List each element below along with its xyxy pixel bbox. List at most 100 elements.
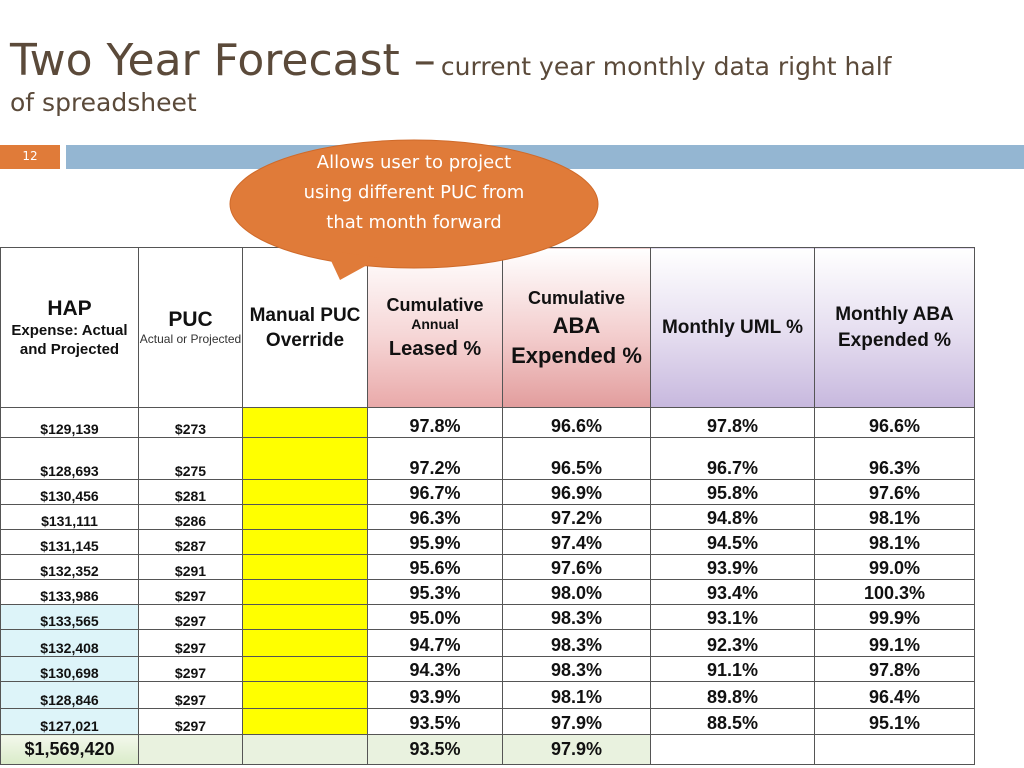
- callout-text: Allows user to project using different P…: [303, 152, 525, 233]
- cell-monthly-aba: 96.4%: [814, 681, 975, 709]
- cell-monthly-aba: 99.0%: [814, 554, 975, 580]
- table-row: $130,456 $281 96.7% 96.9% 95.8% 97.6%: [0, 479, 975, 505]
- slide-title: Two Year Forecast – current year monthly…: [10, 36, 1014, 117]
- cell-monthly-uml: 93.1%: [650, 604, 815, 630]
- cell-monthly-uml: 95.8%: [650, 479, 815, 505]
- header-cum-leased-l3: Leased %: [388, 337, 482, 360]
- header-monthly-aba: Monthly ABA Expended %: [814, 247, 975, 408]
- cell-monthly-aba: 99.1%: [814, 629, 975, 657]
- cell-cumulative-aba: 97.4%: [502, 529, 651, 555]
- cell-hap: $130,698: [0, 656, 139, 682]
- table-row: $132,408 $297 94.7% 98.3% 92.3% 99.1%: [0, 629, 975, 657]
- total-manual: [242, 734, 368, 765]
- cell-puc: $286: [138, 504, 243, 530]
- cell-monthly-aba: 98.1%: [814, 529, 975, 555]
- cell-hap: $128,846: [0, 681, 139, 709]
- cell-puc: $297: [138, 681, 243, 709]
- cell-monthly-aba: 95.1%: [814, 708, 975, 735]
- table-row: $128,846 $297 93.9% 98.1% 89.8% 96.4%: [0, 681, 975, 709]
- cell-monthly-uml: 94.8%: [650, 504, 815, 530]
- cell-cumulative-aba: 98.0%: [502, 579, 651, 605]
- callout-bubble: Allows user to project using different P…: [228, 138, 600, 280]
- title-main: Two Year Forecast –: [10, 35, 436, 86]
- cell-cumulative-aba: 97.9%: [502, 708, 651, 735]
- cell-manual-override[interactable]: [242, 656, 368, 682]
- cell-manual-override[interactable]: [242, 479, 368, 505]
- cell-hap: $131,145: [0, 529, 139, 555]
- cell-cumulative-leased: 95.6%: [367, 554, 503, 580]
- table-row: $131,145 $287 95.9% 97.4% 94.5% 98.1%: [0, 529, 975, 555]
- cell-cumulative-leased: 94.3%: [367, 656, 503, 682]
- cell-cumulative-aba: 96.9%: [502, 479, 651, 505]
- total-monthly-uml: [650, 734, 815, 765]
- header-monthly-uml: Monthly UML %: [650, 247, 815, 408]
- cell-hap: $132,352: [0, 554, 139, 580]
- header-cum-aba-l2: ABA Expended %: [511, 312, 642, 368]
- cell-manual-override[interactable]: [242, 604, 368, 630]
- cell-cumulative-leased: 96.3%: [367, 504, 503, 530]
- cell-manual-override[interactable]: [242, 407, 368, 438]
- cell-puc: $287: [138, 529, 243, 555]
- cell-hap: $132,408: [0, 629, 139, 657]
- table-row: $127,021 $297 93.5% 97.9% 88.5% 95.1%: [0, 708, 975, 735]
- cell-monthly-uml: 91.1%: [650, 656, 815, 682]
- cell-cumulative-leased: 93.9%: [367, 681, 503, 709]
- cell-cumulative-aba: 98.1%: [502, 681, 651, 709]
- cell-cumulative-aba: 96.6%: [502, 407, 651, 438]
- header-puc: PUC Actual or Projected: [138, 247, 243, 408]
- total-puc: [138, 734, 243, 765]
- header-cum-leased-l2: Annual: [411, 315, 459, 332]
- cell-manual-override[interactable]: [242, 437, 368, 480]
- cell-cumulative-aba: 97.6%: [502, 554, 651, 580]
- table-row: $133,565 $297 95.0% 98.3% 93.1% 99.9%: [0, 604, 975, 630]
- cell-manual-override[interactable]: [242, 681, 368, 709]
- cell-manual-override[interactable]: [242, 504, 368, 530]
- cell-manual-override[interactable]: [242, 554, 368, 580]
- header-cumulative-aba: Cumulative ABA Expended %: [502, 247, 651, 408]
- cell-cumulative-leased: 95.0%: [367, 604, 503, 630]
- cell-monthly-aba: 98.1%: [814, 504, 975, 530]
- cell-cumulative-leased: 96.7%: [367, 479, 503, 505]
- cell-cumulative-leased: 94.7%: [367, 629, 503, 657]
- cell-puc: $275: [138, 437, 243, 480]
- cell-monthly-uml: 97.8%: [650, 407, 815, 438]
- cell-monthly-uml: 94.5%: [650, 529, 815, 555]
- cell-monthly-aba: 99.9%: [814, 604, 975, 630]
- header-hap-title: HAP: [47, 296, 92, 320]
- header-cumulative-leased: Cumulative Annual Leased %: [367, 247, 503, 408]
- cell-puc: $281: [138, 479, 243, 505]
- total-hap: $1,569,420: [0, 734, 139, 765]
- cell-manual-override[interactable]: [242, 579, 368, 605]
- table-row: $128,693 $275 97.2% 96.5% 96.7% 96.3%: [0, 437, 975, 480]
- table-row: $131,111 $286 96.3% 97.2% 94.8% 98.1%: [0, 504, 975, 530]
- cell-monthly-uml: 88.5%: [650, 708, 815, 735]
- cell-monthly-aba: 96.6%: [814, 407, 975, 438]
- cell-monthly-uml: 92.3%: [650, 629, 815, 657]
- cell-hap: $129,139: [0, 407, 139, 438]
- title-subtitle-line2: of spreadsheet: [10, 88, 197, 118]
- cell-manual-override[interactable]: [242, 529, 368, 555]
- cell-monthly-aba: 96.3%: [814, 437, 975, 480]
- total-monthly-aba: [814, 734, 975, 765]
- cell-manual-override[interactable]: [242, 629, 368, 657]
- header-puc-title: PUC: [168, 308, 213, 331]
- cell-cumulative-leased: 95.3%: [367, 579, 503, 605]
- table-row: $132,352 $291 95.6% 97.6% 93.9% 99.0%: [0, 554, 975, 580]
- cell-monthly-uml: 96.7%: [650, 437, 815, 480]
- cell-puc: $297: [138, 579, 243, 605]
- cell-puc: $297: [138, 656, 243, 682]
- table-row: $133,986 $297 95.3% 98.0% 93.4% 100.3%: [0, 579, 975, 605]
- cell-monthly-uml: 93.4%: [650, 579, 815, 605]
- cell-hap: $128,693: [0, 437, 139, 480]
- cell-cumulative-aba: 98.3%: [502, 604, 651, 630]
- cell-hap: $127,021: [0, 708, 139, 735]
- cell-puc: $291: [138, 554, 243, 580]
- cell-manual-override[interactable]: [242, 708, 368, 735]
- cell-monthly-uml: 89.8%: [650, 681, 815, 709]
- cell-hap: $131,111: [0, 504, 139, 530]
- table-row: $130,698 $297 94.3% 98.3% 91.1% 97.8%: [0, 656, 975, 682]
- cell-monthly-uml: 93.9%: [650, 554, 815, 580]
- total-row: $1,569,420 93.5% 97.9%: [0, 734, 975, 765]
- cell-puc: $273: [138, 407, 243, 438]
- cell-hap: $133,986: [0, 579, 139, 605]
